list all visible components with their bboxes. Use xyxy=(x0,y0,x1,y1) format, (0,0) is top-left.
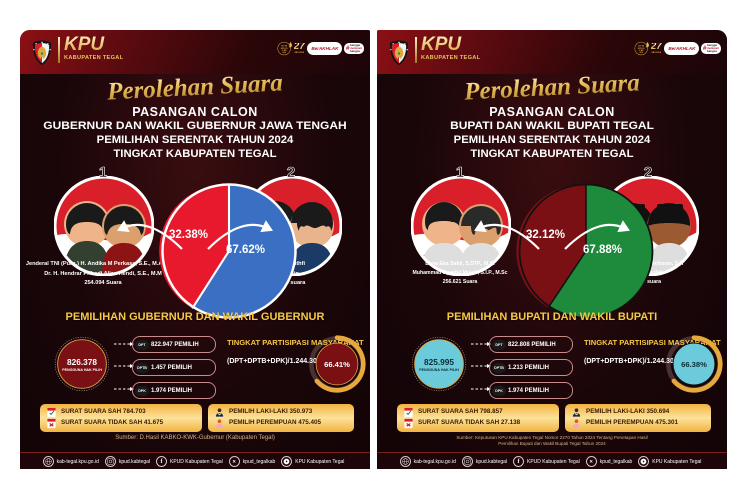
svg-text:27 MEI: 27 MEI xyxy=(282,50,287,52)
svg-text:27 MEI: 27 MEI xyxy=(639,50,644,52)
